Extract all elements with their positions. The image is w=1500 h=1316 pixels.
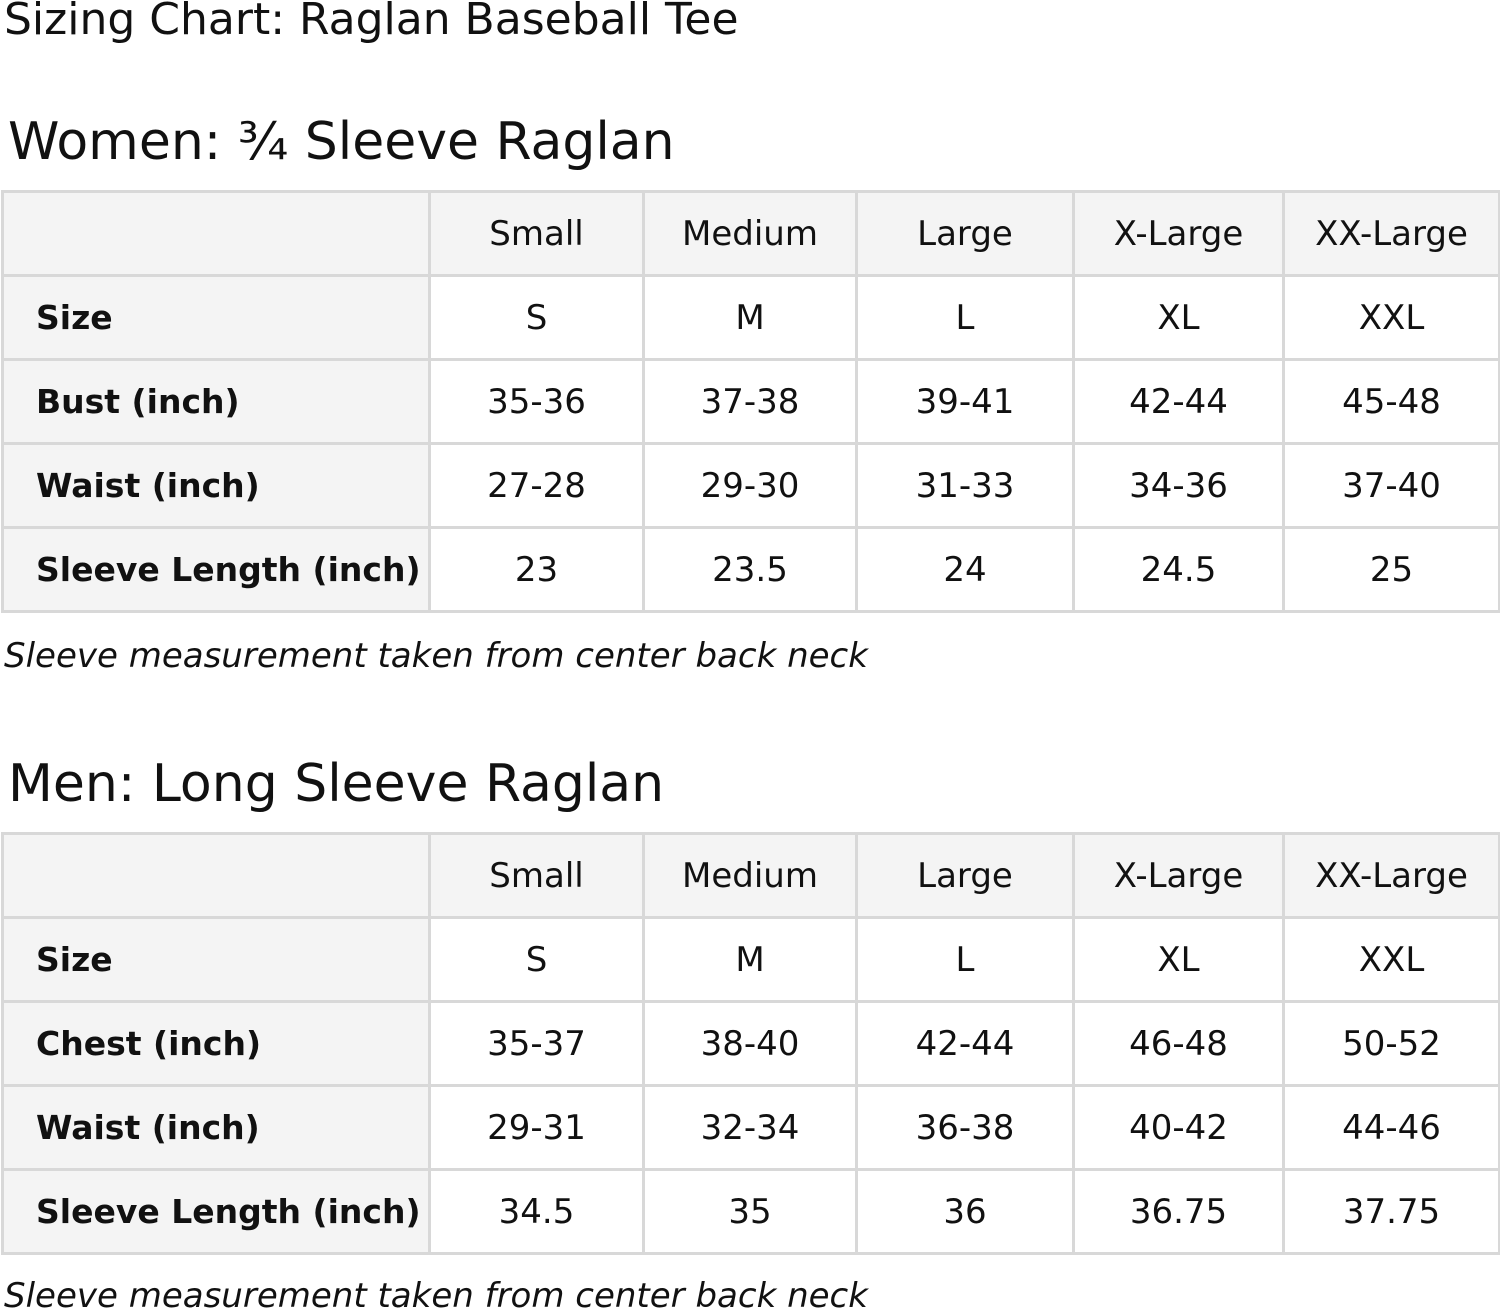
table-cell: 24.5 [1072,526,1285,613]
header-row: Small Medium Large X-Large XX-Large [1,832,1500,919]
section-heading: Men: Long Sleeve Raglan [8,754,665,814]
row-label: Chest (inch) [1,1000,431,1087]
table-cell: L [855,274,1075,361]
table-cell: 37.75 [1282,1168,1500,1255]
table-cell: XXL [1282,916,1500,1003]
row-label: Waist (inch) [1,1084,431,1171]
column-header: Small [428,190,645,277]
table-cell: 42-44 [855,1000,1075,1087]
corner-cell [1,190,431,277]
column-header: X-Large [1072,190,1285,277]
table-cell: 45-48 [1282,358,1500,445]
table-cell: 37-38 [642,358,858,445]
table-cell: 39-41 [855,358,1075,445]
table-cell: XL [1072,274,1285,361]
table-cell: 46-48 [1072,1000,1285,1087]
column-header: X-Large [1072,832,1285,919]
table-cell: 37-40 [1282,442,1500,529]
corner-cell [1,832,431,919]
column-header: Medium [642,832,858,919]
row-label: Waist (inch) [1,442,431,529]
column-header: Medium [642,190,858,277]
table-cell: M [642,916,858,1003]
row-label: Bust (inch) [1,358,431,445]
table-cell: 34.5 [428,1168,645,1255]
page-title: Sizing Chart: Raglan Baseball Tee [4,0,739,45]
table-cell: 31-33 [855,442,1075,529]
table-cell: 23 [428,526,645,613]
table-cell: M [642,274,858,361]
table-cell: 40-42 [1072,1084,1285,1171]
table-row: Size S M L XL XXL [1,916,1500,1003]
table-row: Size S M L XL XXL [1,274,1500,361]
table-cell: 42-44 [1072,358,1285,445]
table-cell: 35 [642,1168,858,1255]
table-cell: 36 [855,1168,1075,1255]
table-cell: L [855,916,1075,1003]
table-cell: 29-30 [642,442,858,529]
table-cell: 36.75 [1072,1168,1285,1255]
table-row: Waist (inch) 27-28 29-30 31-33 34-36 37-40 [1,442,1500,529]
table-row: Waist (inch) 29-31 32-34 36-38 40-42 44-46 [1,1084,1500,1171]
table-cell: XL [1072,916,1285,1003]
size-table: Small Medium Large X-Large XX-Large Size S M L XL… [1,190,1500,613]
table-cell: 36-38 [855,1084,1075,1171]
table-cell: 29-31 [428,1084,645,1171]
table-cell: 35-36 [428,358,645,445]
table-row: Bust (inch) 35-36 37-38 39-41 42-44 45-48 [1,358,1500,445]
table-cell: 35-37 [428,1000,645,1087]
row-label: Size [1,916,431,1003]
column-header: XX-Large [1282,832,1500,919]
row-label: Sleeve Length (inch) [1,1168,431,1255]
footnote: Sleeve measurement taken from center bac… [4,1276,868,1316]
header-row: Small Medium Large X-Large XX-Large [1,190,1500,277]
column-header: XX-Large [1282,190,1500,277]
footnote: Sleeve measurement taken from center bac… [4,636,868,676]
table-cell: 38-40 [642,1000,858,1087]
table-row: Chest (inch) 35-37 38-40 42-44 46-48 50-52 [1,1000,1500,1087]
table-cell: 50-52 [1282,1000,1500,1087]
table-row: Sleeve Length (inch) 34.5 35 36 36.75 37.75 [1,1168,1500,1255]
table-cell: 27-28 [428,442,645,529]
table-cell: 25 [1282,526,1500,613]
table-cell: 34-36 [1072,442,1285,529]
table-cell: 23.5 [642,526,858,613]
table-cell: 24 [855,526,1075,613]
table-row: Sleeve Length (inch) 23 23.5 24 24.5 25 [1,526,1500,613]
section-heading: Women: ¾ Sleeve Raglan [8,112,675,172]
size-table: Small Medium Large X-Large XX-Large Size S M L XL… [1,832,1500,1255]
column-header: Large [855,832,1075,919]
column-header: Small [428,832,645,919]
table-cell: S [428,916,645,1003]
row-label: Sleeve Length (inch) [1,526,431,613]
table-cell: S [428,274,645,361]
table-cell: XXL [1282,274,1500,361]
column-header: Large [855,190,1075,277]
table-cell: 32-34 [642,1084,858,1171]
row-label: Size [1,274,431,361]
table-cell: 44-46 [1282,1084,1500,1171]
